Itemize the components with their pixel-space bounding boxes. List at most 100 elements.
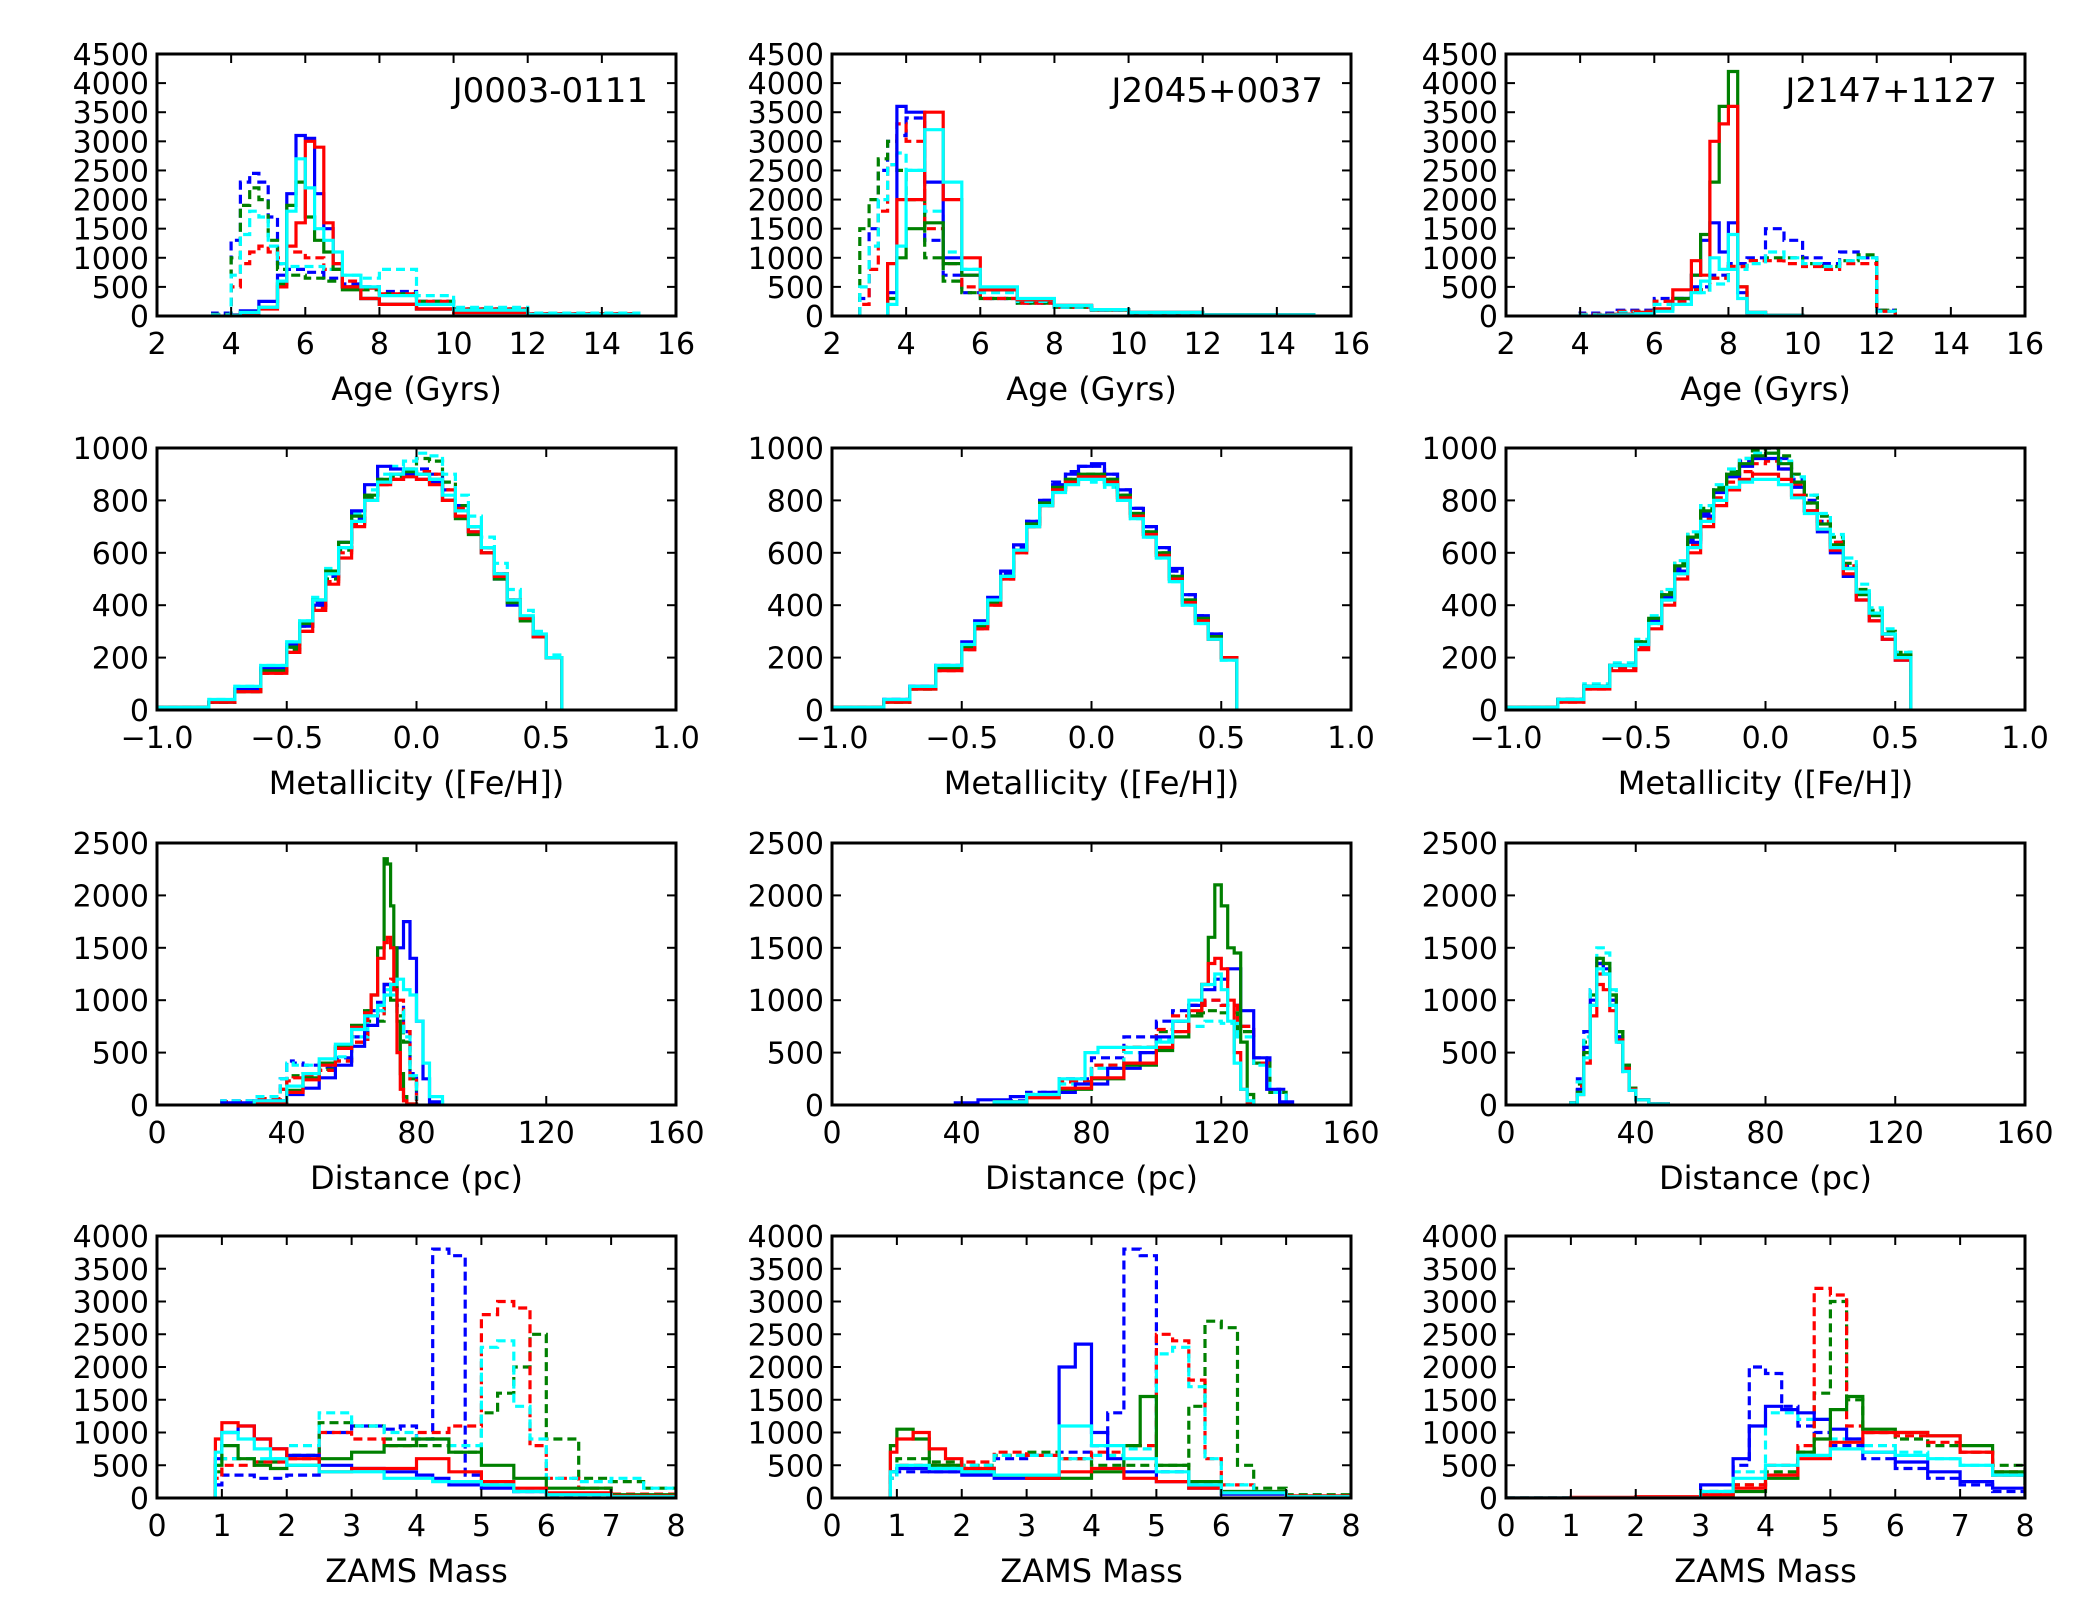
y-tick-label: 1500	[73, 932, 149, 967]
x-tick-label: 12	[509, 327, 547, 362]
x-tick-label: 14	[1258, 327, 1296, 362]
x-tick-label: −1.0	[796, 721, 869, 756]
y-tick-label: 0	[1479, 694, 1498, 729]
x-tick-label: 3	[1691, 1509, 1710, 1544]
y-tick-label: 600	[1441, 537, 1498, 572]
histogram-series-dashed	[157, 470, 564, 710]
axes-frame	[155, 52, 678, 318]
x-tick-label: 8	[370, 327, 389, 362]
histogram-series-dashed	[888, 1345, 1351, 1498]
y-tick-label: 1000	[1422, 432, 1498, 467]
histogram-series-solid	[1506, 1447, 2025, 1498]
x-tick-label: 80	[397, 1116, 435, 1151]
y-tick-label: 500	[92, 1449, 149, 1484]
y-tick-label: 3500	[748, 1253, 824, 1288]
x-tick-label: 8	[666, 1509, 685, 1544]
panel-3: 2 4 6 8 10 12 14 16 0500100015002000250030003500…	[1422, 38, 2044, 408]
x-tick-label: 4	[1082, 1509, 1101, 1544]
y-tick-label: 500	[1441, 1037, 1498, 1072]
x-tick-label: 1.0	[2001, 721, 2049, 756]
histogram-series-solid	[1506, 451, 1913, 710]
series-group	[832, 462, 1239, 710]
axes-frame	[1504, 52, 2027, 318]
histogram-series-dashed	[832, 472, 1239, 710]
y-tick-label: 1500	[1422, 213, 1498, 248]
histogram-series-dashed	[832, 475, 1239, 710]
y-tick-label: 400	[767, 589, 824, 624]
y-tick-label: 2000	[73, 184, 149, 219]
series-group	[888, 1247, 1351, 1498]
histogram-series-solid	[229, 157, 641, 316]
x-tick-label: 120	[1867, 1116, 1924, 1151]
y-tick-label: 3000	[73, 125, 149, 160]
y-tick-label: 2500	[748, 827, 824, 862]
histogram-series-dashed	[832, 477, 1239, 710]
panel-title: J2147+1127	[1783, 71, 1997, 111]
x-tick-label: 2	[1626, 1509, 1645, 1544]
y-tick-label: 4500	[1422, 38, 1498, 73]
histogram-series-solid	[888, 1342, 1351, 1498]
x-tick-label: −1.0	[121, 721, 194, 756]
x-tick-label: 1	[887, 1509, 906, 1544]
x-axis-label: Age (Gyrs)	[1006, 370, 1177, 408]
x-tick-label: 160	[647, 1116, 704, 1151]
y-tick-label: 600	[767, 537, 824, 572]
y-tick-label: 2000	[748, 184, 824, 219]
panel-5: −1.0 −0.5 0.0 0.5 1.0 0 200 400 600 800 1000 Metall…	[748, 432, 1375, 802]
histogram-series-dashed	[211, 186, 641, 316]
series-group	[157, 451, 564, 710]
histogram-series-solid	[992, 972, 1256, 1105]
histogram-series-dashed	[888, 1332, 1351, 1498]
panel-title: J0003-0111	[451, 71, 648, 111]
x-tick-label: 4	[222, 327, 241, 362]
x-tick-label: 8	[1341, 1509, 1360, 1544]
x-tick-label: 4	[897, 327, 916, 362]
y-tick-label: 500	[1441, 1449, 1498, 1484]
panel-10: 0 1 2 3 4 5 6 7 80500100015002000250030003500400…	[73, 1220, 686, 1590]
y-tick-label: 4500	[73, 38, 149, 73]
y-tick-label: 1000	[73, 1417, 149, 1452]
y-tick-label: 0	[805, 300, 824, 335]
histogram-series-solid	[832, 472, 1239, 710]
x-tick-label: 120	[518, 1116, 575, 1151]
y-tick-label: 2500	[1422, 827, 1498, 862]
y-tick-label: 3000	[748, 125, 824, 160]
x-tick-label: 120	[1193, 1116, 1250, 1151]
y-tick-label: 0	[805, 1089, 824, 1124]
y-tick-label: 2500	[73, 827, 149, 862]
histogram-series-solid	[888, 1430, 1351, 1498]
x-axis-label: Age (Gyrs)	[1680, 370, 1851, 408]
y-tick-label: 0	[130, 1089, 149, 1124]
y-tick-label: 2000	[1422, 184, 1498, 219]
y-tick-label: 1500	[748, 1384, 824, 1419]
y-tick-label: 400	[92, 589, 149, 624]
histogram-series-dashed	[213, 1332, 676, 1498]
histogram-series-dashed	[157, 451, 564, 710]
x-tick-label: −0.5	[925, 721, 998, 756]
series-group	[1569, 946, 1670, 1105]
y-tick-label: 500	[767, 271, 824, 306]
histogram-series-dashed	[888, 1319, 1351, 1498]
x-tick-label: 10	[1783, 327, 1821, 362]
y-tick-label: 0	[1479, 1482, 1498, 1517]
y-tick-label: 0	[1479, 300, 1498, 335]
x-tick-label: 16	[657, 327, 695, 362]
x-tick-label: 0	[1496, 1116, 1515, 1151]
histogram-series-solid	[1597, 69, 1805, 316]
y-tick-label: 500	[92, 271, 149, 306]
axes-frame	[830, 841, 1353, 1107]
x-tick-label: 80	[1746, 1116, 1784, 1151]
x-tick-label: −0.5	[250, 721, 323, 756]
histogram-series-dashed	[888, 1247, 1351, 1498]
x-tick-label: 1	[212, 1509, 231, 1544]
panel-4: −1.0 −0.5 0.0 0.5 1.0 0 200 400 600 800 1000 Metall…	[73, 432, 700, 802]
series-group	[858, 104, 1316, 316]
panel-8: 0 40 80 120 160 0 500 1000 1500 2000 2500 Distance …	[748, 827, 1380, 1197]
histogram-series-dashed	[211, 209, 641, 316]
y-tick-label: 0	[130, 300, 149, 335]
histogram-series-solid	[886, 104, 1316, 316]
y-tick-label: 500	[1441, 271, 1498, 306]
y-tick-label: 800	[92, 484, 149, 519]
y-tick-label: 3000	[748, 1286, 824, 1321]
